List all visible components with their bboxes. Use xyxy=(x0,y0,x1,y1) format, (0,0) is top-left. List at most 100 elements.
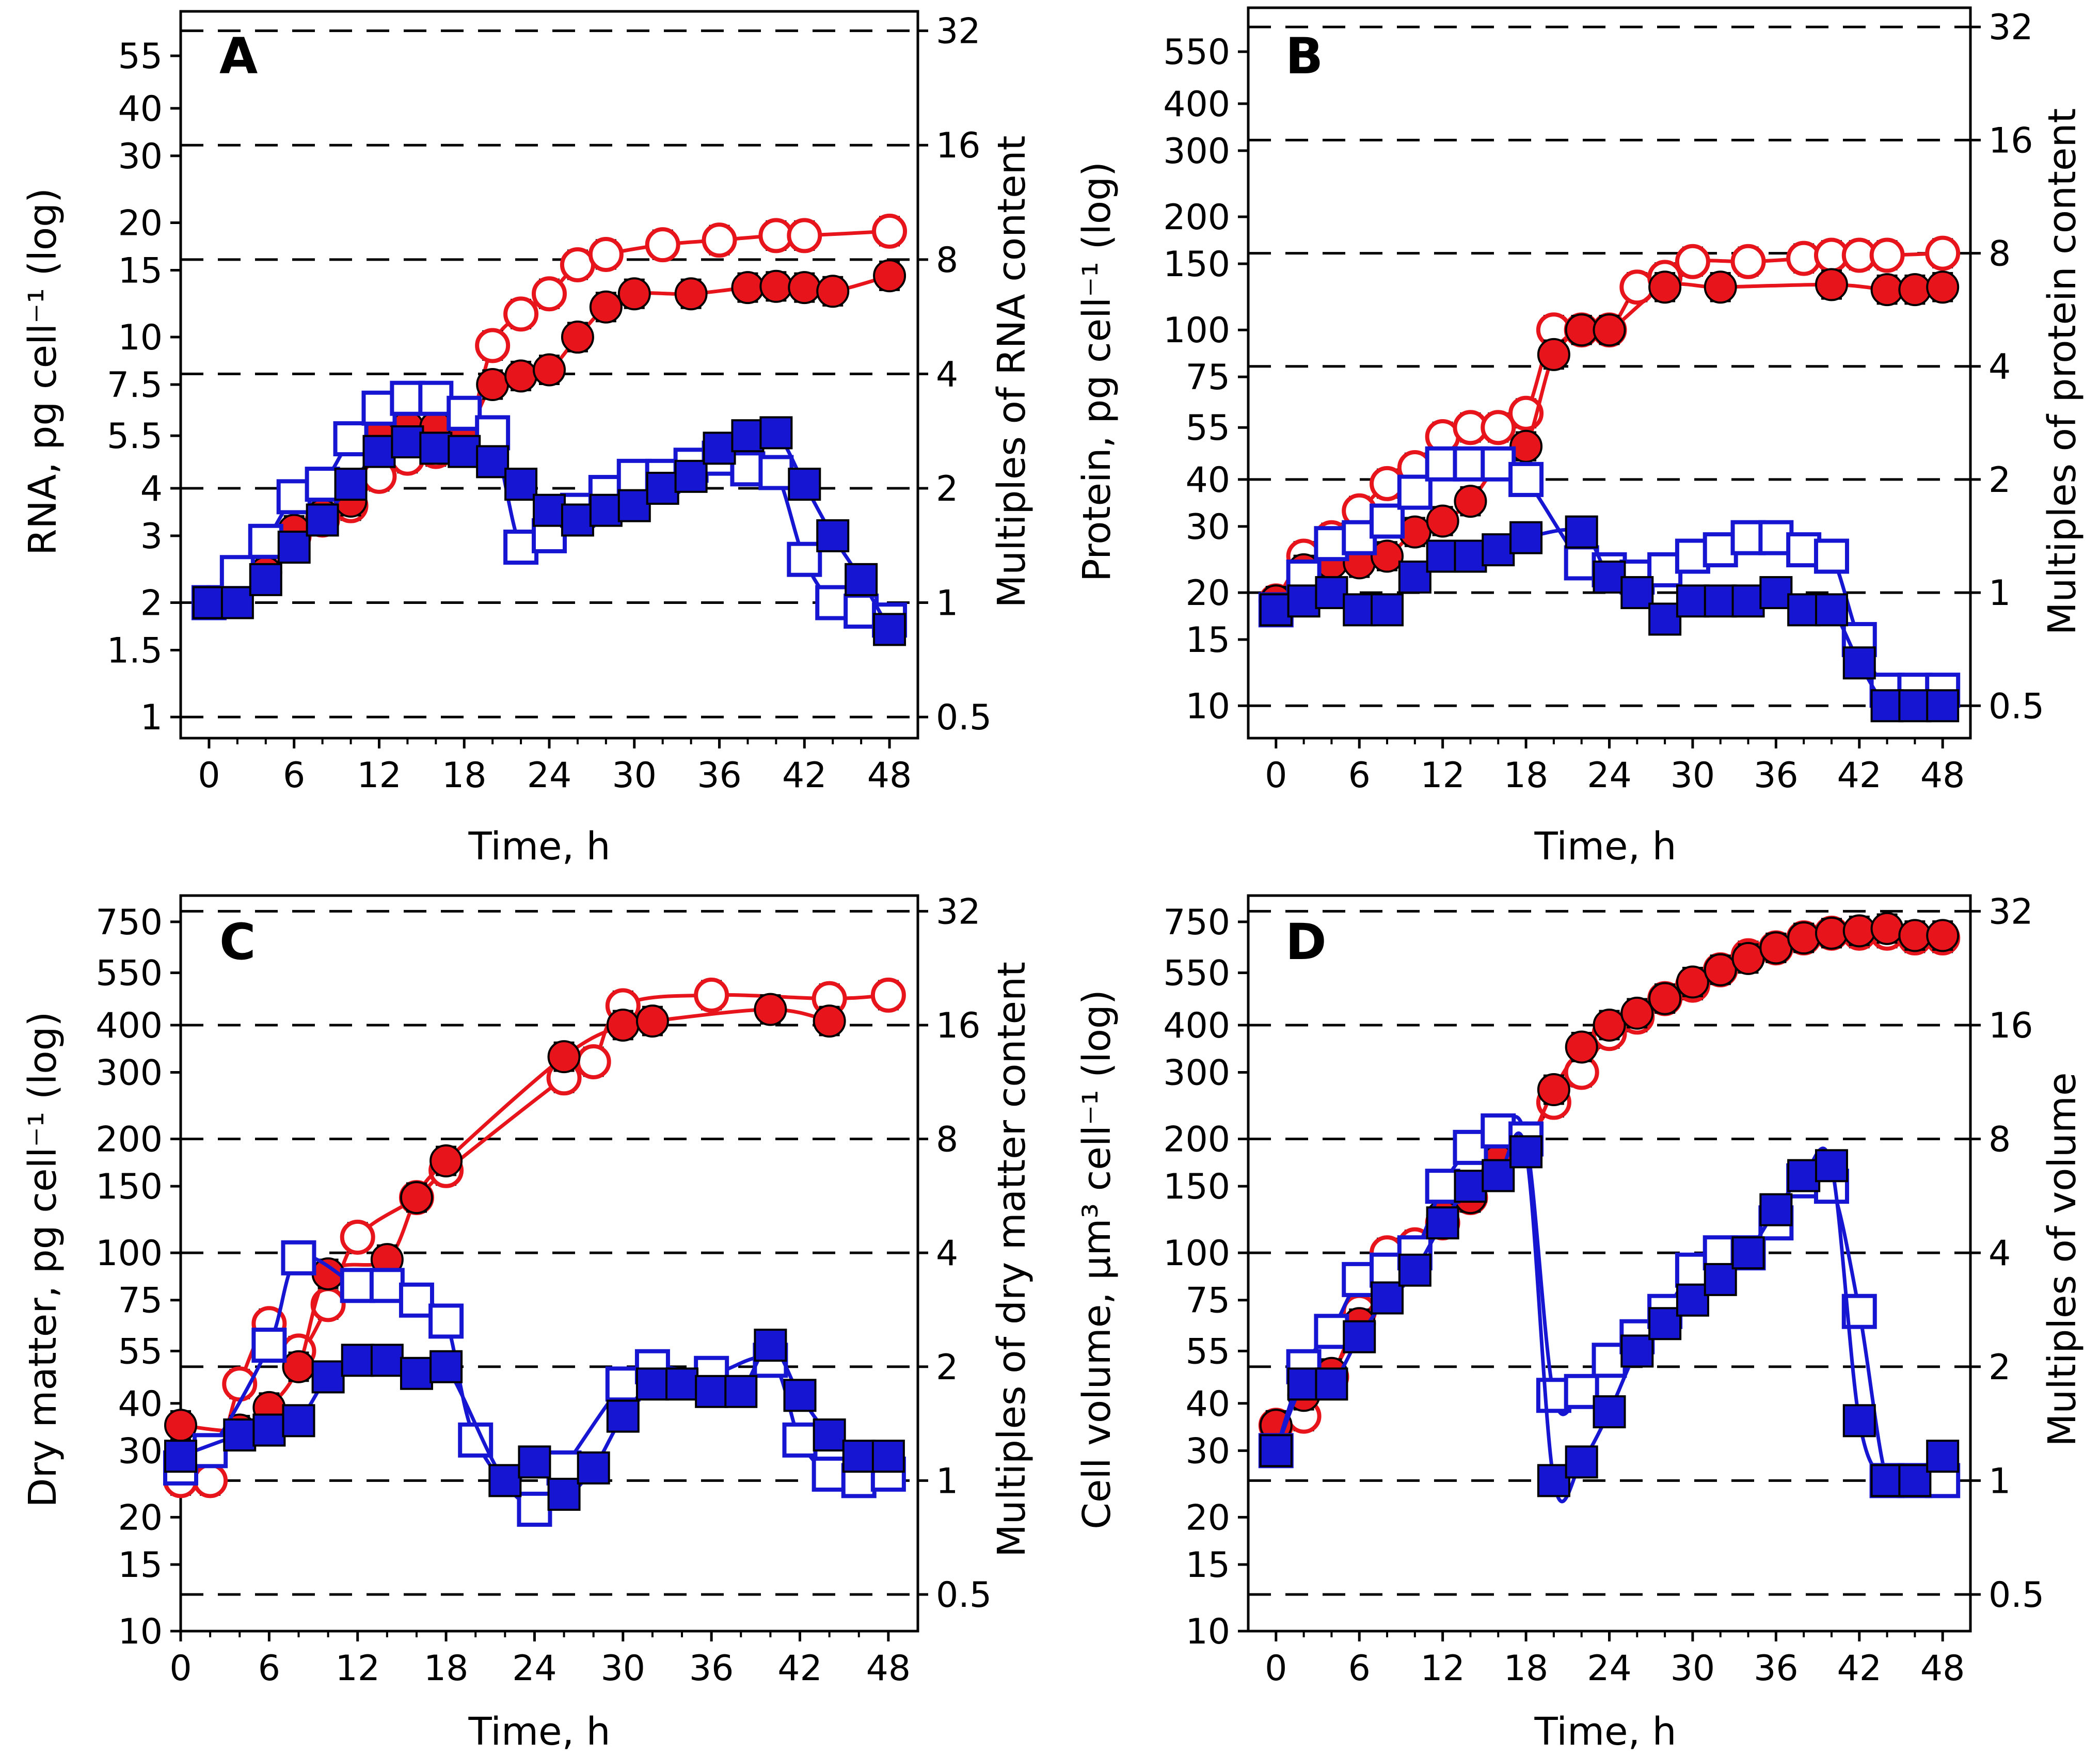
data-point-blue-filled xyxy=(561,503,594,537)
data-point-blue-filled xyxy=(504,468,538,501)
data-point-blue-open xyxy=(390,380,425,416)
data-point-red-filled xyxy=(635,1004,669,1038)
data-point-red-open xyxy=(1481,410,1516,445)
panel-letter: B xyxy=(1285,27,1323,85)
y-tick-label: 10 xyxy=(1185,686,1230,727)
y2-tick-label: 16 xyxy=(1988,1006,2033,1046)
data-point-red-open xyxy=(870,977,906,1013)
data-point-red-filled xyxy=(1426,504,1459,538)
y-tick-label: 30 xyxy=(1185,507,1230,548)
x-axis-title: Time, h xyxy=(468,824,610,869)
y-tick-label: 10 xyxy=(1185,1612,1230,1652)
data-point-blue-filled xyxy=(1676,584,1709,618)
data-point-red-open xyxy=(872,213,908,249)
y2-tick-label: 1 xyxy=(936,583,958,624)
data-point-blue-filled xyxy=(448,435,481,468)
y2-axis-title: Multiples of RNA content xyxy=(990,135,1034,608)
data-point-blue-filled xyxy=(1259,1434,1293,1467)
y-tick-label: 15 xyxy=(118,250,163,291)
data-point-blue-filled xyxy=(164,1440,197,1473)
data-point-blue-filled xyxy=(547,1477,581,1511)
data-point-red-filled xyxy=(1620,996,1654,1030)
y2-axis-title: Multiples of dry matter content xyxy=(990,962,1034,1557)
data-point-blue-filled xyxy=(754,1329,787,1362)
data-point-blue-open xyxy=(730,451,766,487)
data-point-red-filled xyxy=(1870,912,1904,945)
data-point-blue-filled xyxy=(518,1445,551,1479)
panel-letter: C xyxy=(219,913,256,971)
data-point-red-filled xyxy=(1371,539,1404,573)
data-point-red-filled xyxy=(1704,953,1737,986)
data-point-red-filled xyxy=(1537,1073,1570,1107)
y-tick-label: 75 xyxy=(118,1281,163,1321)
y-tick-label: 30 xyxy=(118,136,163,177)
y-tick-label: 3 xyxy=(140,516,163,557)
data-point-blue-filled xyxy=(577,1451,610,1485)
data-point-blue-filled xyxy=(665,1367,699,1401)
x-tick-label: 6 xyxy=(1348,1648,1371,1689)
data-point-blue-filled xyxy=(252,1413,286,1447)
y-axis-title: Cell volume, µm³ cell⁻¹ (log) xyxy=(1075,990,1119,1529)
data-point-red-filled xyxy=(547,1040,581,1074)
x-tick-label: 0 xyxy=(1265,755,1287,796)
y2-tick-label: 2 xyxy=(936,469,958,509)
x-tick-label: 0 xyxy=(198,755,220,796)
y2-tick-label: 4 xyxy=(936,1233,958,1274)
data-point-blue-open xyxy=(1397,474,1433,510)
y2-tick-label: 2 xyxy=(1988,1347,2011,1388)
data-point-blue-open xyxy=(281,1240,316,1275)
y-tick-label: 300 xyxy=(1163,1053,1230,1094)
x-tick-label: 12 xyxy=(1420,755,1465,796)
data-point-blue-filled xyxy=(1593,1395,1626,1429)
data-point-blue-open xyxy=(1813,538,1849,574)
y-tick-label: 400 xyxy=(96,1006,163,1046)
data-point-blue-filled xyxy=(695,1375,728,1408)
data-point-red-filled xyxy=(1842,914,1876,948)
y-tick-label: 150 xyxy=(1163,1167,1230,1207)
y2-tick-label: 4 xyxy=(1988,347,2011,388)
data-point-red-filled xyxy=(429,1144,463,1178)
y2-tick-label: 0.5 xyxy=(1988,1575,2044,1616)
data-point-blue-filled xyxy=(533,493,566,527)
data-point-blue-filled xyxy=(419,432,453,465)
data-point-red-filled xyxy=(1759,931,1793,965)
data-point-blue-filled xyxy=(429,1350,463,1383)
y-tick-label: 750 xyxy=(96,902,163,943)
x-tick-label: 18 xyxy=(1504,1648,1549,1689)
data-point-blue-filled xyxy=(341,1344,374,1377)
data-point-red-filled xyxy=(606,1008,640,1042)
y2-tick-label: 8 xyxy=(1988,1120,2011,1160)
y2-axis-title: Multiples of volume xyxy=(2040,1072,2085,1446)
y-tick-label: 75 xyxy=(1185,1281,1230,1321)
data-point-blue-filled xyxy=(813,1418,846,1452)
y-tick-label: 20 xyxy=(1185,1497,1230,1538)
y2-tick-label: 1 xyxy=(1988,573,2011,614)
data-point-blue-open xyxy=(758,455,794,490)
x-tick-label: 0 xyxy=(1265,1648,1287,1689)
data-point-blue-open xyxy=(248,523,283,559)
x-tick-label: 30 xyxy=(1671,1648,1715,1689)
data-point-red-filled xyxy=(759,269,793,303)
data-point-red-filled xyxy=(1898,273,1932,307)
x-tick-label: 30 xyxy=(601,1648,646,1689)
y-tick-label: 55 xyxy=(1185,408,1230,449)
data-point-blue-filled xyxy=(1426,1206,1459,1240)
data-point-red-filled xyxy=(1926,919,1960,952)
x-tick-label: 12 xyxy=(335,1648,380,1689)
data-point-blue-filled xyxy=(606,1399,640,1433)
data-point-red-filled xyxy=(1898,919,1932,952)
y-tick-label: 4 xyxy=(140,469,163,509)
data-point-red-filled xyxy=(1537,338,1570,371)
data-point-blue-filled xyxy=(1315,576,1348,610)
y2-tick-label: 0.5 xyxy=(1988,686,2044,727)
y2-tick-label: 1 xyxy=(936,1461,958,1502)
x-axis-title: Time, h xyxy=(1534,1710,1676,1754)
data-point-red-filled xyxy=(561,321,594,354)
data-point-red-filled xyxy=(1565,1030,1598,1064)
data-point-blue-filled xyxy=(635,1367,669,1401)
data-point-blue-open xyxy=(1564,1374,1599,1409)
data-point-red-open xyxy=(475,328,511,363)
y-tick-label: 200 xyxy=(1163,197,1230,238)
data-point-red-filled xyxy=(476,368,510,402)
data-point-red-filled xyxy=(1870,273,1904,307)
